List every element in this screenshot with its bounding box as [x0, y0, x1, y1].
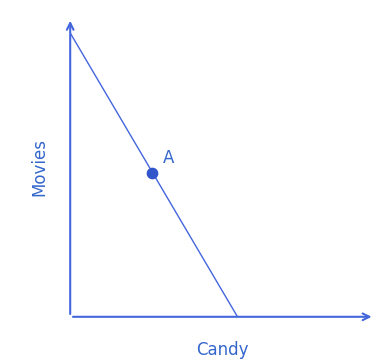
Text: Movies: Movies	[31, 138, 49, 197]
Text: Candy: Candy	[196, 341, 248, 359]
Point	[149, 171, 156, 176]
Text: A: A	[163, 149, 174, 167]
